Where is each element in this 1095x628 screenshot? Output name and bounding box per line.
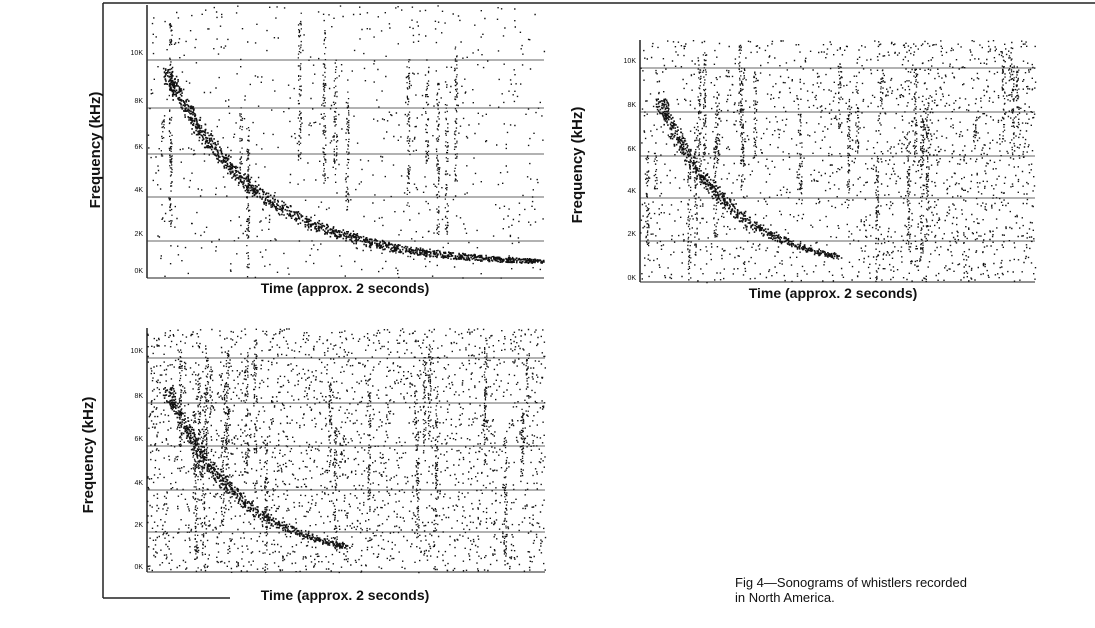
y-tick-label: 10K [624,58,637,65]
caption-line: in North America. [735,590,835,605]
y-tick-label: 2K [134,231,143,238]
y-tick-label: 10K [131,50,144,57]
y-tick-label: 0K [134,268,143,275]
sonogram-texture [640,40,1037,284]
y-tick-label: 2K [627,231,636,238]
y-tick-label: 6K [627,146,636,153]
y-tick-label: 2K [134,522,143,529]
y-tick-label: 6K [134,144,143,151]
y-axis-label: Frequency (kHz) [569,107,586,224]
y-axis-label: Frequency (kHz) [87,92,104,209]
y-tick-label: 8K [134,393,143,400]
x-axis-label: Time (approx. 2 seconds) [261,587,430,603]
sonogram-texture [147,5,546,279]
y-tick-label: 6K [134,436,143,443]
y-tick-label: 4K [627,188,636,195]
sonogram-texture [147,328,547,574]
y-tick-label: 0K [627,275,636,282]
y-tick-label: 4K [134,187,143,194]
x-axis-label: Time (approx. 2 seconds) [749,285,918,301]
y-tick-label: 10K [131,348,144,355]
x-axis-label: Time (approx. 2 seconds) [261,280,430,296]
y-tick-label: 8K [627,102,636,109]
y-tick-label: 0K [134,564,143,571]
y-tick-label: 8K [134,98,143,105]
caption-line: Fig 4—Sonograms of whistlers recorded [735,575,967,590]
y-axis-label: Frequency (kHz) [80,397,97,514]
y-tick-label: 4K [134,480,143,487]
